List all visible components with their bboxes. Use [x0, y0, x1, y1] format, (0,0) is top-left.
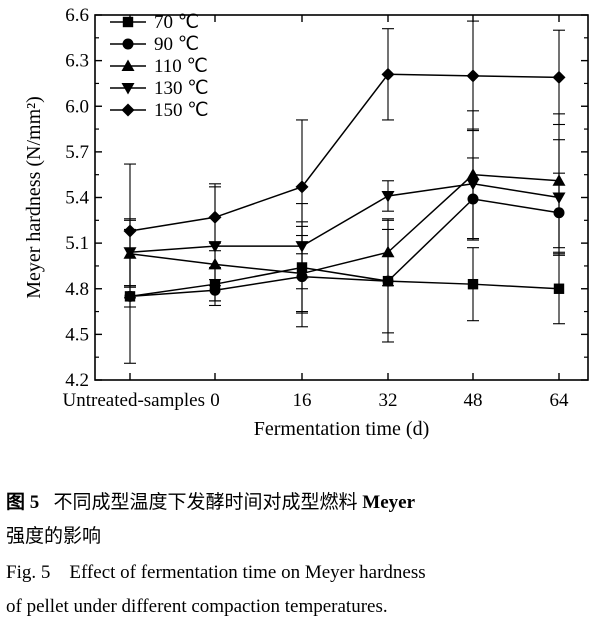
data-point [552, 192, 566, 204]
series-line-3 [129, 183, 560, 253]
y-tick-label: 5.1 [65, 233, 89, 254]
y-tick-label: 6.0 [65, 96, 89, 117]
x-tick-label: Untreated-samples [63, 390, 205, 411]
y-tick-label: 4.2 [65, 370, 89, 391]
data-point [381, 67, 395, 81]
y-tick-label: 6.6 [65, 5, 89, 26]
figure-caption-cn: 图 5 不同成型温度下发酵时间对成型燃料 Meyer 强度的影响 [6, 486, 596, 554]
legend-marker [122, 38, 134, 50]
legend-entry: 90 ℃ [154, 34, 199, 55]
y-axis-label: Meyer hardness (N/mm²) [23, 96, 45, 299]
x-tick-label: 0 [210, 390, 220, 411]
x-tick-label: 16 [293, 390, 312, 411]
figure-caption-en: Fig. 5 Effect of fermentation time on Me… [6, 556, 596, 624]
caption-cn-text: 不同成型温度下发酵时间对成型燃料 [53, 492, 358, 513]
y-tick-label: 6.3 [65, 51, 89, 72]
data-point [466, 69, 480, 83]
y-tick-label: 4.5 [65, 324, 89, 345]
legend-marker [121, 83, 135, 95]
data-point [553, 283, 565, 294]
x-tick-label: 48 [464, 390, 483, 411]
data-point [295, 180, 309, 194]
series-line-2 [129, 173, 560, 275]
legend-marker [121, 59, 135, 71]
data-point [381, 245, 395, 258]
legend-marker [122, 16, 134, 28]
caption-en-line2: of pellet under different compaction tem… [6, 596, 388, 617]
data-point [381, 190, 395, 203]
data-point [208, 210, 222, 224]
series-line-4 [129, 73, 560, 232]
legend-entry: 110 ℃ [154, 56, 208, 77]
meyer-hardness-chart: 4.2 4.5 4.8 5.1 5.4 5.7 6.0 6.3 6.6 Untreated-sam… [23, 5, 589, 440]
x-tick-label: 32 [379, 390, 398, 411]
y-tick-label: 5.4 [65, 188, 89, 209]
x-tick-label: 64 [550, 390, 570, 411]
legend-entry: 70 ℃ [154, 12, 199, 33]
x-axis-label: Fermentation time (d) [254, 418, 430, 440]
legend-entry: 150 ℃ [154, 100, 209, 121]
data-point [123, 224, 137, 238]
data-point [467, 278, 479, 290]
series-line-1 [129, 198, 560, 298]
caption-en-line1: Fig. 5 Effect of fermentation time on Me… [6, 562, 426, 583]
series-line-0 [129, 266, 560, 298]
y-tick-label: 5.7 [65, 142, 89, 163]
legend-entry: 130 ℃ [154, 78, 209, 99]
caption-cn-line2: 强度的影响 [6, 526, 102, 547]
caption-cn-bold: Meyer [362, 492, 416, 513]
data-point [466, 178, 480, 191]
caption-cn-label: 图 5 [6, 492, 40, 513]
data-point [552, 70, 566, 84]
y-tick-label: 4.8 [65, 279, 89, 300]
legend-marker [121, 103, 135, 117]
